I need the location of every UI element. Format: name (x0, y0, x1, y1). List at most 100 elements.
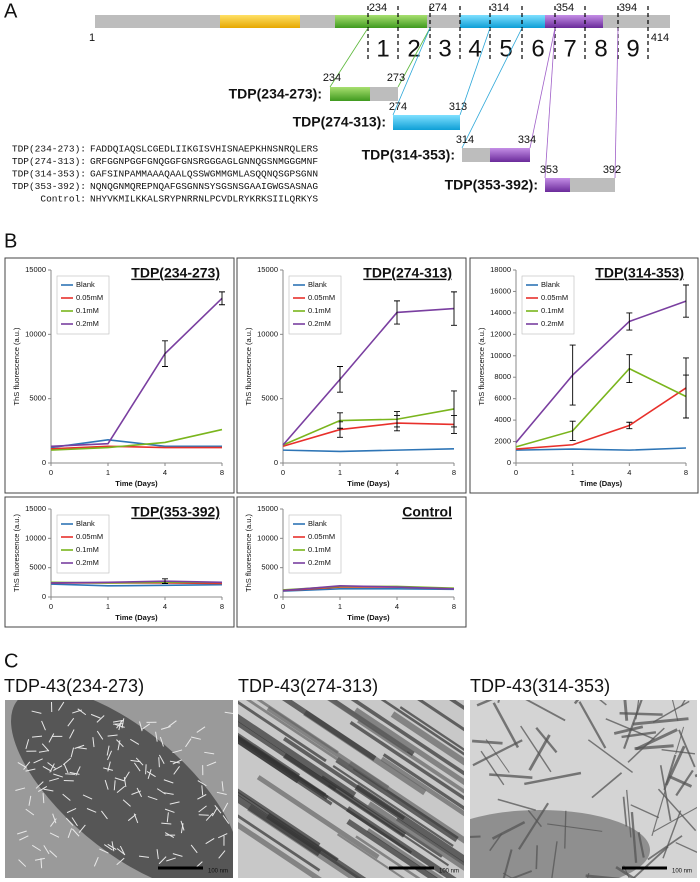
fragment-bar (370, 87, 398, 101)
legend-label: 0.2mM (76, 558, 99, 567)
legend-label: 0.05mM (76, 532, 103, 541)
fibril (41, 720, 46, 731)
fibril (222, 815, 230, 824)
fibril (32, 735, 43, 738)
fibril (41, 743, 50, 752)
scale-bar-label: 100 nm (672, 869, 692, 875)
position-label: 274 (429, 2, 447, 14)
fibril (75, 766, 81, 776)
fibril (238, 735, 301, 784)
region-number: 1 (376, 35, 389, 62)
chart-frame (469, 257, 699, 494)
fibril (350, 700, 464, 776)
fibril (103, 844, 113, 851)
y-tick-label: 16000 (490, 286, 511, 295)
fibril (366, 828, 444, 878)
fibril (111, 841, 115, 852)
fibril (634, 744, 674, 751)
region-number: 6 (531, 35, 544, 62)
y-tick-label: 8000 (494, 372, 511, 381)
scale-bar-label: 100 nm (439, 869, 459, 875)
fibril (159, 736, 164, 747)
fibril (180, 820, 185, 831)
y-axis-label: ThS fluorescence (a.u.) (12, 514, 21, 592)
fibril (390, 711, 464, 766)
fragment-end: 392 (603, 164, 621, 176)
fibril (93, 856, 99, 867)
chart-title: TDP(234-273) (131, 265, 220, 281)
error-bar (162, 578, 168, 584)
fibril (131, 790, 142, 795)
micrograph (238, 700, 464, 878)
chart: 0200040006000800010000120001400016000180… (469, 257, 699, 494)
legend-label: 0.05mM (541, 293, 568, 302)
fibril (222, 802, 229, 812)
fibril (133, 813, 139, 824)
fibril (25, 768, 36, 772)
fibril (69, 771, 80, 775)
fibril (158, 757, 160, 768)
fibril (78, 824, 86, 833)
fibril (524, 771, 582, 786)
fibril (349, 721, 464, 801)
fragment-end: 313 (449, 101, 467, 113)
fibril (266, 706, 390, 791)
fibril (190, 844, 198, 854)
fibril (621, 731, 657, 739)
series-line (515, 300, 687, 444)
fibril (211, 807, 218, 817)
series-line (515, 447, 687, 451)
panel-label: A (4, 0, 18, 22)
legend-label: 0.1mM (76, 545, 99, 554)
y-tick-label: 0 (42, 458, 46, 467)
fibril (43, 788, 54, 792)
fibril (520, 725, 552, 773)
fibril (332, 764, 454, 847)
fibril (164, 808, 175, 813)
fibril (245, 700, 354, 771)
fibril (63, 763, 69, 774)
y-tick-label: 5000 (29, 563, 46, 572)
x-tick-label: 8 (452, 468, 456, 477)
fibril (485, 739, 510, 773)
x-tick-label: 1 (106, 468, 110, 477)
fibril (675, 726, 685, 755)
micrograph (470, 700, 697, 878)
legend-label: 0.2mM (308, 558, 331, 567)
fibril (206, 761, 217, 767)
fibril (49, 850, 58, 858)
fibril (158, 754, 165, 764)
legend-label: 0.05mM (308, 293, 335, 302)
fibril (587, 739, 634, 773)
domain (220, 15, 300, 28)
fibril (113, 723, 124, 725)
fibril (107, 761, 111, 772)
y-tick-label: 0 (274, 458, 278, 467)
x-axis-label: Time (Days) (347, 613, 390, 622)
fibril (53, 773, 63, 778)
fibril (417, 700, 464, 732)
fibril (201, 785, 204, 796)
error-bar (219, 291, 225, 306)
error-bar (451, 390, 457, 428)
fibril (221, 781, 224, 792)
x-tick-label: 4 (163, 602, 167, 611)
fibril (147, 795, 158, 801)
series-line (515, 367, 687, 448)
fibril (18, 859, 27, 867)
position-label: 314 (491, 2, 509, 14)
legend-label: 0.05mM (308, 532, 335, 541)
fibril (82, 794, 93, 800)
error-bar (626, 421, 633, 430)
fibril (238, 814, 321, 872)
fibril (668, 775, 693, 788)
fragment-bar (490, 148, 530, 162)
series-line (50, 583, 223, 587)
fibril (19, 835, 29, 841)
fibril (71, 828, 80, 837)
fibril (141, 723, 151, 730)
y-axis-label: ThS fluorescence (a.u.) (244, 327, 253, 405)
fibril (116, 739, 124, 748)
fibril (145, 764, 147, 775)
x-tick-label: 0 (281, 468, 285, 477)
